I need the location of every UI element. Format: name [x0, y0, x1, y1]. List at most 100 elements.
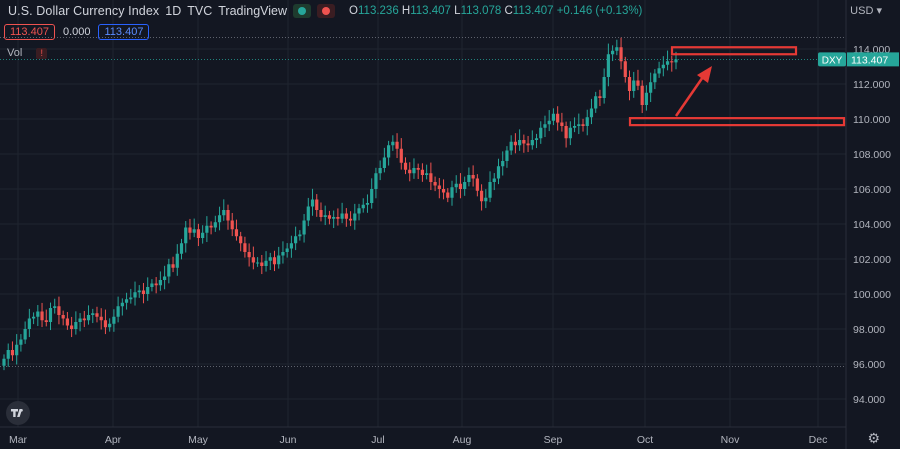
candle-body [370, 189, 374, 203]
trend-arrow-head [697, 66, 712, 83]
candle-body [556, 113, 560, 123]
candle-body [53, 306, 57, 308]
candle-body [281, 252, 285, 256]
candle-body [213, 222, 217, 228]
currency-selector[interactable]: USD ▾ [850, 4, 882, 17]
candle-body [446, 192, 450, 198]
candle-body [40, 311, 44, 321]
sell-button[interactable]: 113.407 [4, 24, 55, 40]
candle-body [513, 141, 517, 146]
symbol-tag-label: DXY [822, 55, 843, 66]
time-tick-label: Sep [544, 434, 563, 446]
candle-body [644, 92, 649, 105]
price-tag-bg [847, 52, 899, 67]
candle-body [437, 185, 441, 189]
time-tick-label: Oct [637, 434, 653, 446]
candle-body [615, 47, 619, 51]
interval-label[interactable]: 1D [165, 4, 182, 18]
candle-body [501, 161, 505, 167]
candle-body [606, 54, 610, 77]
time-tick-label: Apr [105, 434, 122, 446]
candle-body [272, 257, 277, 265]
candle-body [112, 316, 116, 324]
candle-body [526, 143, 530, 146]
candle-body [70, 325, 74, 329]
candle-body [124, 299, 129, 303]
close-label: C [504, 5, 513, 17]
warning-icon[interactable]: ! [36, 47, 48, 59]
candle-body [348, 218, 353, 221]
candle-body [484, 197, 488, 202]
candle-body [467, 175, 471, 182]
candle-body [36, 311, 40, 317]
candle-body [268, 257, 272, 261]
candle-body [323, 215, 327, 217]
candle-body [518, 140, 522, 146]
candle-body [429, 173, 433, 182]
candle-body [192, 229, 196, 233]
candle-body [289, 243, 293, 249]
candle-body [543, 124, 547, 128]
candle-body [636, 80, 640, 86]
candle-body [665, 61, 670, 65]
candle-body [78, 318, 82, 322]
chevron-down-icon: ▾ [876, 5, 882, 17]
low-value: 113.078 [460, 5, 502, 17]
candle-body [420, 169, 425, 175]
candle-body [572, 126, 577, 128]
candle-body [374, 173, 378, 189]
candle-body [391, 141, 395, 146]
candle-body [581, 124, 585, 126]
candle-body [649, 82, 653, 93]
change-value: +0.146 (+0.13%) [556, 5, 643, 17]
candle-body [522, 140, 526, 144]
trade-panel: 113.407 0.000 113.407 [4, 24, 150, 40]
alert-dot-icon [317, 4, 336, 18]
candle-body [471, 175, 475, 179]
candle-body [577, 124, 581, 126]
price-tick-label: 100.000 [853, 289, 891, 301]
candle-body [403, 162, 408, 170]
candle-body [589, 108, 594, 118]
candle-body [653, 73, 657, 83]
candle-body [315, 199, 319, 210]
candle-body [196, 229, 201, 238]
price-tag-label: 113.407 [851, 54, 888, 66]
candle-body [416, 168, 420, 170]
candle-body [568, 127, 572, 139]
candle-body [382, 157, 386, 168]
candle-body [387, 145, 391, 158]
candle-body [344, 213, 348, 219]
candle-body [2, 358, 6, 366]
candle-body [611, 50, 615, 55]
candle-body [463, 182, 467, 189]
close-value: 113.407 [512, 5, 554, 17]
candle-body [247, 252, 251, 258]
candle-body [298, 234, 302, 237]
price-tick-label: 104.000 [853, 219, 891, 231]
candle-body [399, 148, 403, 163]
chart-legend: U.S. Dollar Currency Index 1D TVC Tradin… [8, 4, 642, 18]
candle-body [31, 316, 36, 319]
candle-body [15, 344, 19, 356]
candle-body [120, 302, 124, 307]
market-open-icon [293, 4, 312, 18]
candle-body [175, 253, 179, 268]
settings-gear-icon[interactable]: ⚙ [867, 430, 880, 446]
candle-body [547, 120, 551, 125]
candle-body [353, 213, 357, 221]
buy-button[interactable]: 113.407 [98, 24, 150, 40]
time-tick-label: May [188, 434, 209, 446]
candle-body [184, 227, 188, 244]
price-tick-label: 96.000 [853, 359, 885, 371]
candle-body [602, 77, 606, 98]
candle-body [137, 290, 141, 293]
candle-body [188, 227, 192, 233]
trend-arrow-shaft [674, 73, 707, 117]
candle-body [23, 329, 27, 340]
candle-body [234, 229, 239, 237]
candle-body [141, 290, 146, 294]
candle-body [201, 232, 205, 238]
time-tick-label: Jun [280, 434, 297, 446]
